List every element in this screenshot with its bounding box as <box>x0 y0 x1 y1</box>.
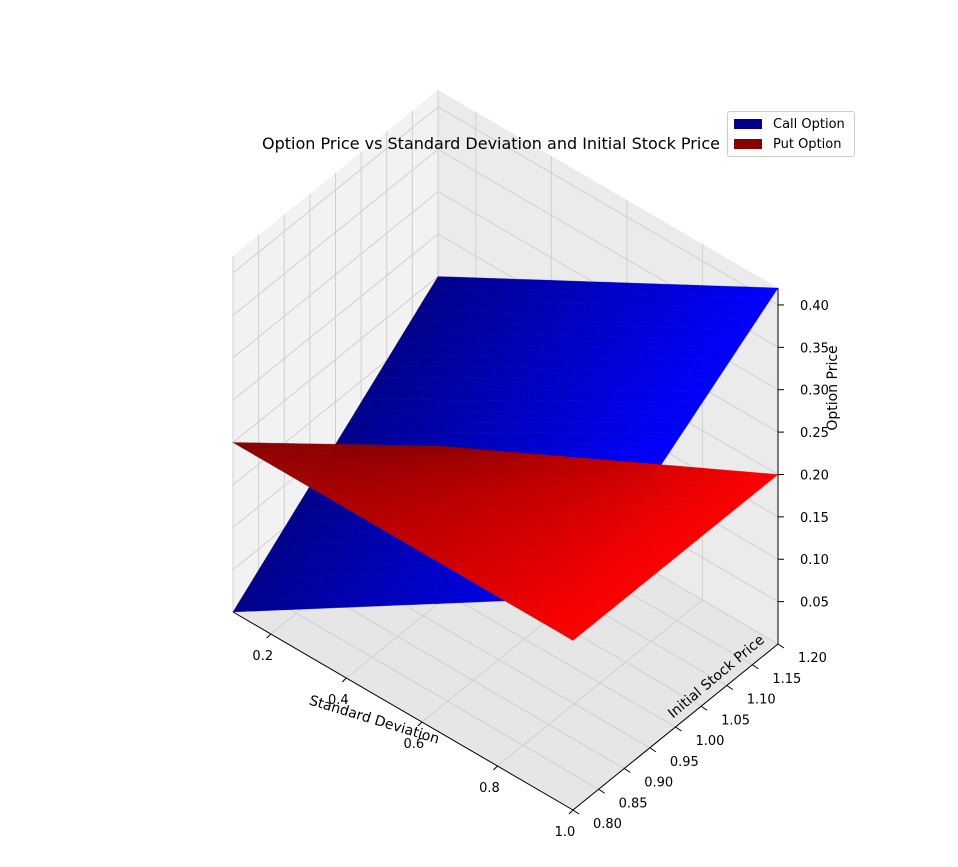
surface-face-put <box>561 628 581 641</box>
legend-item-put: Put Option <box>734 136 841 152</box>
z-axis-label: Option Price <box>825 345 841 430</box>
y-tick-label: 0.85 <box>619 796 648 811</box>
y-tick-mark <box>623 768 631 773</box>
x-tick-mark <box>568 809 574 815</box>
x-tick-label: 0.8 <box>479 781 500 796</box>
x-axis-line <box>232 611 574 811</box>
z-tick-label: 0.05 <box>800 596 829 611</box>
y-tick-label: 0.90 <box>644 776 673 791</box>
z-tick-label: 0.15 <box>800 511 829 526</box>
y-tick-mark <box>675 726 682 732</box>
y-tick-mark <box>649 747 657 753</box>
legend-item-call: Call Option <box>734 116 845 132</box>
z-tick-label: 0.25 <box>800 426 829 441</box>
x-tick-mark <box>417 721 423 727</box>
y-tick-label: 0.95 <box>670 755 699 770</box>
surface-put <box>231 442 779 641</box>
y-tick-mark <box>572 809 580 815</box>
y-tick-label: 1.20 <box>798 651 827 666</box>
x-tick-mark <box>341 677 347 683</box>
x-tick-mark <box>266 633 272 639</box>
y-tick-mark <box>752 664 759 670</box>
z-tick-label: 0.10 <box>800 553 829 568</box>
tick-labels: 0.2 0.4 0.6 0.8 1.0 0.80 0.85 0.90 0.95 1.00 1.05 1… <box>252 299 829 840</box>
y-tick-label: 1.00 <box>696 734 725 749</box>
legend-label-put: Put Option <box>773 136 842 152</box>
z-tick-label: 0.40 <box>800 299 829 314</box>
chart-title: Option Price vs Standard Deviation and I… <box>262 134 720 153</box>
y-tick-mark <box>700 705 708 711</box>
grid-line-z-left <box>232 148 439 316</box>
grid-line-z-left <box>232 276 439 443</box>
y-tick-label: 1.05 <box>721 713 750 728</box>
z-tick-label: 0.35 <box>800 341 829 356</box>
y-tick-label: 1.15 <box>772 672 801 687</box>
z-tick-label: 0.20 <box>800 468 829 483</box>
y-tick-mark <box>777 643 785 649</box>
z-tick-label: 0.30 <box>800 384 829 399</box>
x-tick-label: 1.0 <box>555 825 576 840</box>
grid-line-y-floor <box>258 590 599 790</box>
grid-line-z-left <box>232 233 439 401</box>
legend-label-call: Call Option <box>773 116 845 132</box>
x-tick-label: 0.6 <box>404 737 425 752</box>
grid-line-z-back <box>437 106 779 306</box>
grid-line-z-left <box>232 191 439 359</box>
surface-plots <box>231 276 779 641</box>
legend: Call Option Put Option <box>727 111 855 157</box>
legend-swatch-call <box>734 119 762 129</box>
x-tick-mark <box>493 765 498 771</box>
grid-line-z-left <box>232 106 439 274</box>
surface-call <box>232 276 779 613</box>
y-tick-label: 0.80 <box>593 817 622 832</box>
y-tick-mark <box>726 685 734 690</box>
legend-swatch-put <box>734 139 762 149</box>
y-tick-mark <box>598 788 605 794</box>
x-tick-label: 0.4 <box>328 693 349 708</box>
y-tick-label: 1.10 <box>747 693 776 708</box>
x-tick-label: 0.2 <box>252 649 273 664</box>
